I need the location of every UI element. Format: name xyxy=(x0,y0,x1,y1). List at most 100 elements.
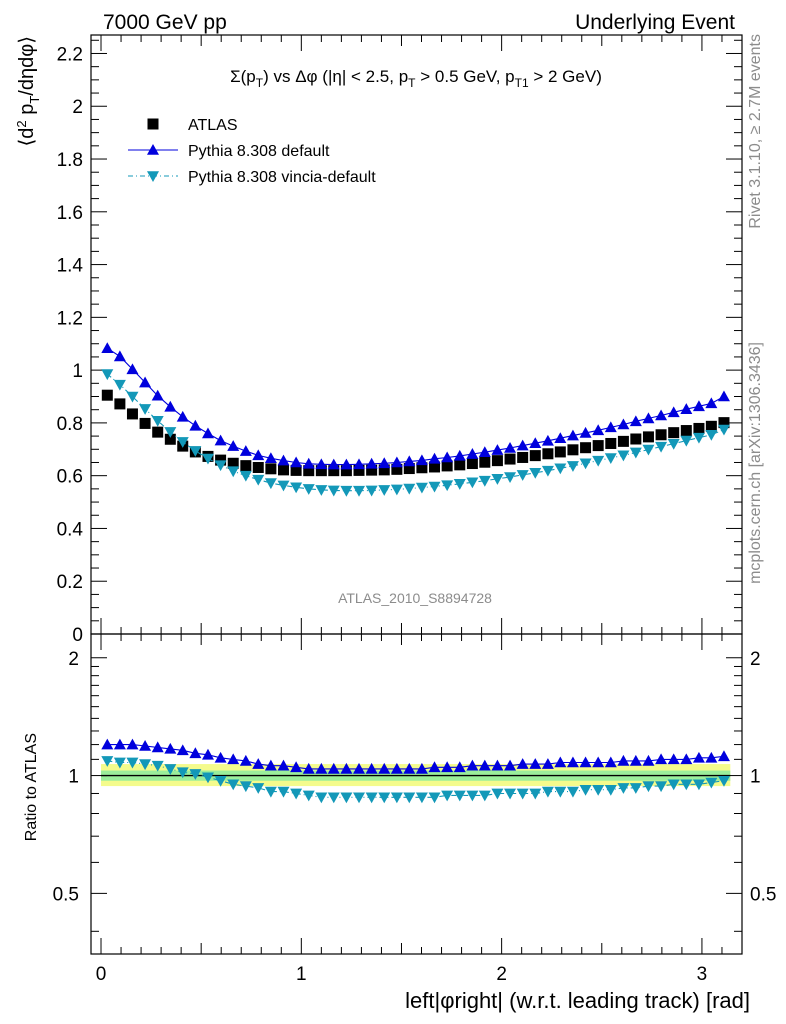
main-series-0 xyxy=(101,389,730,477)
main-data-point xyxy=(629,447,642,459)
main-y-tick-label: 1.6 xyxy=(57,203,83,224)
main-data-point xyxy=(403,455,416,467)
main-data-point xyxy=(478,475,491,487)
ratio-data-point xyxy=(378,762,391,774)
main-data-point xyxy=(302,457,315,469)
main-data-point xyxy=(315,465,327,477)
main-data-point xyxy=(315,485,328,496)
main-data-point xyxy=(403,483,416,495)
ratio-data-point xyxy=(705,777,718,789)
ratio-data-point xyxy=(139,740,152,751)
main-y-tick-label: 0 xyxy=(72,625,83,646)
main-data-point xyxy=(680,435,693,447)
ratio-data-point xyxy=(705,751,718,763)
main-data-point xyxy=(718,417,730,429)
main-data-point xyxy=(717,424,730,436)
ratio-data-point xyxy=(453,790,466,802)
header-left: 7000 GeV pp xyxy=(103,11,227,34)
main-data-point xyxy=(441,460,453,472)
ratio-data-point xyxy=(214,751,227,763)
ratio-data-point xyxy=(428,761,441,773)
main-data-point xyxy=(164,427,177,438)
ratio-data-point xyxy=(554,786,567,798)
ratio-data-point xyxy=(201,748,214,760)
ratio-data-point xyxy=(529,758,542,769)
ratio-data-point xyxy=(415,792,428,804)
legend-label: Pythia 8.308 default xyxy=(188,143,330,160)
legend: ATLAS Pythia 8.308 default Pythia 8.308 vi… xyxy=(128,117,376,186)
ratio-data-point xyxy=(164,764,177,775)
main-data-point xyxy=(264,452,277,464)
ratio-data-point xyxy=(428,792,441,804)
main-data-point xyxy=(668,427,680,439)
main-data-point xyxy=(642,431,654,443)
main-data-point xyxy=(579,426,592,438)
ratio-data-point xyxy=(327,762,340,774)
main-data-point xyxy=(604,421,617,433)
ratio-data-point xyxy=(113,738,126,750)
legend-marker xyxy=(147,118,159,130)
main-data-point xyxy=(239,445,252,456)
x-tick-label: 2 xyxy=(496,964,507,985)
main-data-point xyxy=(403,463,415,475)
main-data-point xyxy=(189,419,202,431)
main-data-point xyxy=(692,400,705,412)
main-series-line xyxy=(106,373,725,492)
x-tick-label: 3 xyxy=(697,964,708,985)
ratio-data-point xyxy=(579,784,592,796)
chart-title: Σ(pT) vs Δφ (|η| < 2.5, pT > 0.5 GeV, pT… xyxy=(230,67,602,90)
main-data-point xyxy=(605,437,617,449)
ratio-data-point xyxy=(164,742,177,754)
legend-label: Pythia 8.308 vincia-default xyxy=(188,169,376,186)
ratio-data-point xyxy=(390,792,403,804)
ratio-data-point xyxy=(529,788,542,800)
x-tick-label: 0 xyxy=(96,964,107,985)
mcplots-label: mcplots.cern.ch [arXiv:1306.3436] xyxy=(747,342,764,584)
main-data-point xyxy=(201,427,214,439)
main-data-point xyxy=(151,389,164,401)
ratio-data-point xyxy=(680,779,693,791)
ratio-data-point xyxy=(579,756,592,768)
main-data-point xyxy=(252,449,265,461)
ratio-data-point xyxy=(717,750,730,762)
main-data-point xyxy=(529,467,542,479)
ratio-data-point xyxy=(441,761,454,773)
main-data-point xyxy=(441,480,454,492)
main-data-point xyxy=(214,434,227,446)
main-data-point xyxy=(201,453,214,465)
ratio-data-point xyxy=(692,779,705,791)
main-data-point xyxy=(579,458,592,470)
main-data-point xyxy=(126,391,139,403)
main-data-point xyxy=(541,465,554,477)
ratio-data-point xyxy=(516,758,529,769)
ratio-data-point xyxy=(277,786,290,798)
ratio-data-point xyxy=(403,762,416,774)
main-data-point xyxy=(378,464,390,476)
main-y-tick-label: 0.6 xyxy=(57,467,83,488)
main-data-point xyxy=(415,482,428,494)
main-data-point xyxy=(554,463,567,475)
ratio-data-point xyxy=(478,790,491,802)
main-data-point xyxy=(353,458,366,470)
main-data-point xyxy=(441,451,454,463)
main-data-point xyxy=(240,460,252,472)
ratio-series xyxy=(101,738,730,804)
main-data-point xyxy=(580,442,592,454)
ratio-x-ticks: 0 1 2 3 xyxy=(96,634,723,985)
main-data-point xyxy=(542,448,554,460)
main-y-tick-label: 2 xyxy=(72,97,83,118)
ratio-data-point xyxy=(466,759,479,771)
ratio-data-point xyxy=(642,754,655,766)
main-data-point xyxy=(252,474,265,486)
main-data-point xyxy=(504,472,517,483)
main-data-point xyxy=(466,477,479,489)
rivet-label: Rivet 3.1.10, ≥ 2.7M events xyxy=(747,34,764,229)
main-data-point xyxy=(227,440,240,451)
ratio-data-point xyxy=(680,753,693,765)
main-data-point xyxy=(491,474,504,485)
ratio-data-point xyxy=(453,761,466,773)
ratio-y-tick-label: 0.5 xyxy=(53,884,79,905)
ratio-data-point xyxy=(541,758,554,769)
ratio-data-point xyxy=(227,779,240,791)
